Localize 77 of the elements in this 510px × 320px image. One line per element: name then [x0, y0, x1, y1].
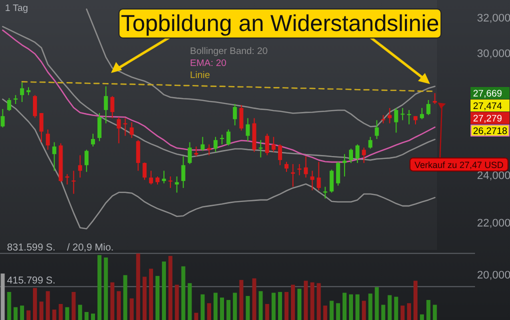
- text: 27,474: [473, 101, 502, 112]
- candlestick: [226, 129, 230, 146]
- candlestick: [239, 104, 244, 132]
- candlestick: [330, 169, 334, 194]
- y2-tick-label: 831.599 S.: [7, 242, 56, 254]
- candlestick: [349, 148, 353, 164]
- y2-tick-label: 415.799 S.: [7, 276, 56, 287]
- candlestick: [355, 144, 360, 164]
- y-tick-label: 22,000: [477, 218, 510, 230]
- annotation: Verkauf zu 27,47 USD: [414, 160, 504, 170]
- candlestick: [388, 108, 392, 124]
- candlestick: [194, 146, 198, 157]
- y-tick-label: 20,000: [477, 270, 510, 282]
- candlestick: [394, 108, 398, 134]
- candlestick: [368, 136, 372, 150]
- candlestick: [278, 144, 282, 166]
- candlestick: [407, 110, 412, 125]
- candlestick: [381, 114, 386, 124]
- candlestick: [32, 94, 37, 118]
- y-tick-label: 30,000: [477, 48, 510, 60]
- candlestick: [432, 92, 437, 104]
- candlestick: [188, 142, 192, 165]
- candlestick: [84, 149, 89, 172]
- candlestick: [310, 170, 314, 191]
- y-tick-label: 32,000: [477, 12, 510, 25]
- candlestick: [258, 140, 263, 158]
- candlestick: [7, 98, 12, 112]
- candlestick: [246, 118, 250, 142]
- candlestick: [39, 112, 44, 143]
- candlestick: [272, 136, 276, 152]
- candlestick: [426, 100, 430, 116]
- chart-title: Topbildung an Widerstandslinie: [120, 10, 440, 36]
- candlestick: [116, 116, 121, 144]
- candlestick: [220, 134, 224, 145]
- candlestick: [304, 156, 308, 178]
- candlestick: [110, 96, 114, 119]
- candlestick: [362, 147, 366, 164]
- candlestick: [104, 86, 108, 124]
- text: 27,279: [473, 114, 502, 124]
- candlestick: [149, 170, 154, 185]
- candlestick: [162, 170, 166, 184]
- candlestick: [0, 108, 5, 128]
- candlestick: [20, 82, 24, 103]
- text: 27,669: [473, 88, 502, 100]
- candlestick: [265, 133, 270, 156]
- candlestick: [78, 154, 82, 178]
- candlestick: [374, 120, 379, 140]
- candlestick: [420, 108, 424, 120]
- candlestick: [72, 170, 76, 194]
- candlestick: [336, 161, 340, 186]
- candlestick: [174, 176, 179, 194]
- candlestick: [123, 118, 128, 136]
- candlestick: [342, 154, 347, 177]
- text: EMA: 20: [190, 58, 226, 69]
- candlestick: [232, 103, 237, 126]
- candlestick: [91, 133, 95, 148]
- text: 26,2718: [473, 126, 508, 137]
- candlestick: [46, 129, 50, 150]
- candlestick: [316, 161, 321, 191]
- candlestick: [181, 156, 186, 188]
- y-tick-label: 24,000: [477, 170, 510, 182]
- line-series: [21, 81, 436, 92]
- candlestick: [52, 142, 56, 172]
- chart-subtitle: 1 Tag: [5, 3, 28, 14]
- candlestick: [136, 140, 140, 172]
- candlestick: [97, 112, 102, 142]
- candlestick: [207, 144, 212, 156]
- candlestick: [142, 162, 147, 180]
- candlestick: [214, 136, 218, 152]
- annotation: / 20,9 Mio.: [67, 242, 114, 254]
- candlestick: [130, 122, 134, 138]
- candlestick: [400, 108, 405, 121]
- candlestick: [200, 136, 205, 152]
- series-label: Linie: [190, 70, 210, 81]
- candlestick: [168, 176, 172, 188]
- candlestick: [284, 161, 288, 172]
- text: Bollinger Band: 20: [190, 46, 268, 57]
